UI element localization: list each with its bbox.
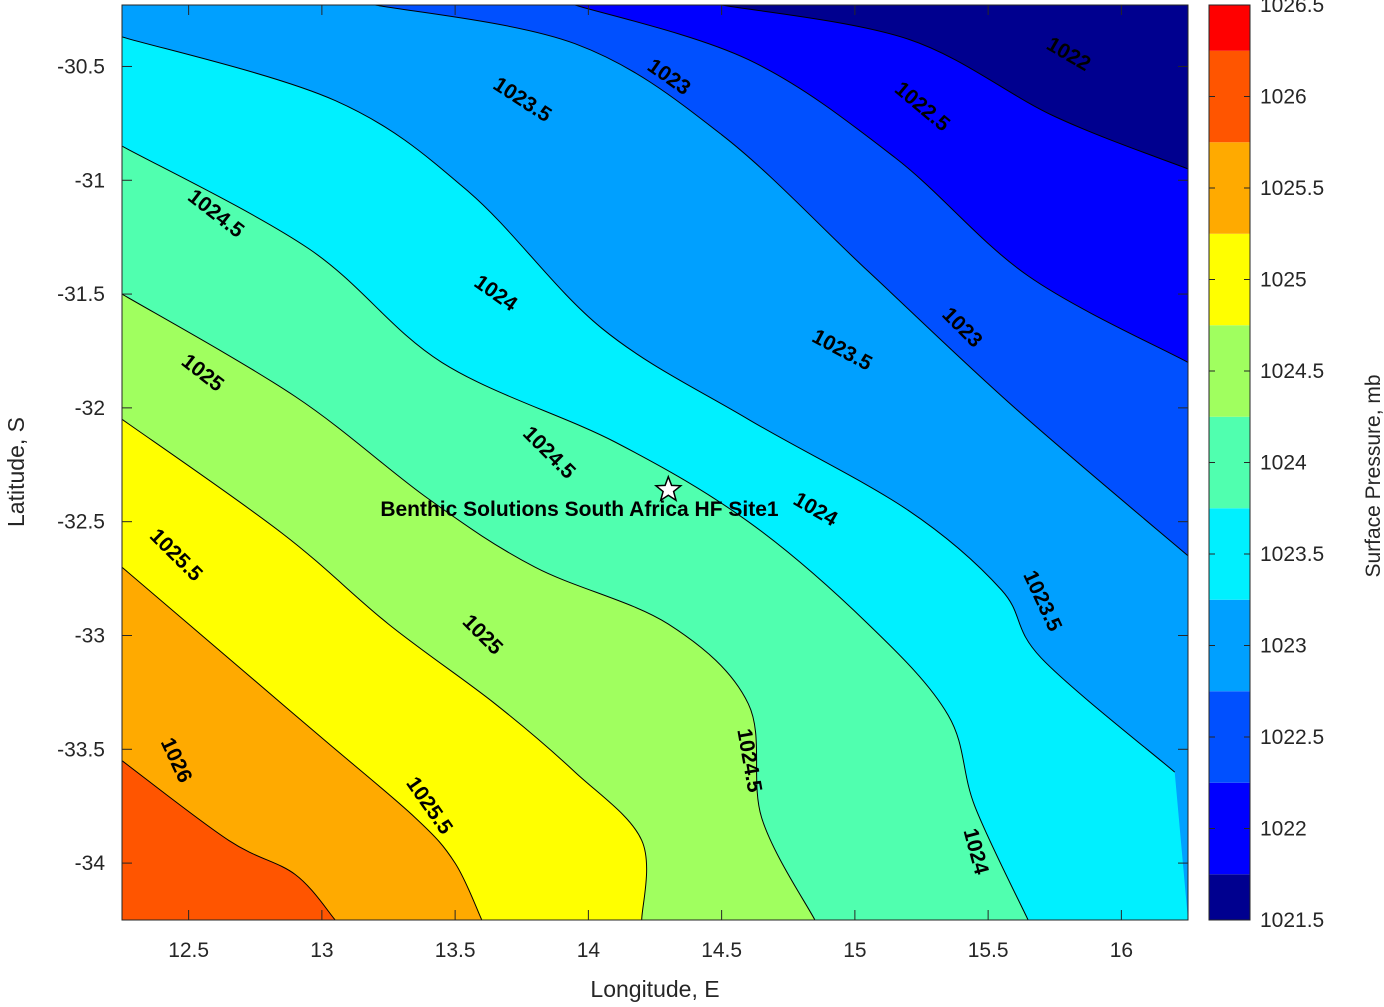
colorbar-tick-label: 1025 (1260, 269, 1307, 292)
x-axis-label: Longitude, E (590, 976, 719, 1002)
y-tick-label: -33 (75, 624, 105, 647)
colorbar-swatch (1209, 508, 1250, 600)
y-tick-label: -31.5 (57, 283, 105, 306)
colorbar-swatch (1209, 50, 1250, 143)
contour-line (122, 36, 1176, 773)
x-tick-label: 12.5 (168, 939, 209, 962)
colorbar-tick-label: 1022.5 (1260, 726, 1324, 749)
colorbar: 1021.5 1022 1022.5 1023 1023.5 1024 1024.5 1025… (1208, 0, 1324, 932)
x-axis-ticks: 12.5 13 13.5 14 14.5 15 15.5 16 (168, 5, 1133, 962)
colorbar-tick-label: 1024 (1260, 452, 1307, 475)
site-marker-group: Benthic Solutions South Africa HF Site1 (380, 474, 779, 521)
x-tick-label: 15.5 (968, 939, 1009, 962)
colorbar-tick-label: 1021.5 (1260, 909, 1324, 932)
colorbar-swatch (1209, 5, 1250, 51)
y-axis-ticks: -30.5 -31 -31.5 -32 -32.5 -33 -33.5 -34 (57, 55, 1188, 875)
site-star-icon (653, 474, 683, 503)
contour-line (122, 293, 816, 920)
y-tick-label: -32.5 (57, 511, 105, 534)
x-tick-label: 16 (1110, 939, 1133, 962)
y-tick-label: -32 (75, 397, 105, 420)
colorbar-swatch (1209, 599, 1250, 692)
colorbar-swatch (1209, 416, 1250, 509)
colorbar-swatch (1209, 325, 1250, 417)
site-label: Benthic Solutions South Africa HF Site1 (380, 498, 779, 521)
colorbar-swatch (1209, 233, 1250, 326)
y-tick-label: -31 (75, 169, 105, 192)
colorbar-tick-label: 1026 (1260, 86, 1307, 109)
x-tick-label: 14 (577, 939, 601, 962)
colorbar-tick-label: 1022 (1260, 818, 1307, 841)
colorbar-swatch (1209, 142, 1250, 234)
colorbar-swatch (1209, 691, 1250, 783)
colorbar-tick-label: 1023.5 (1260, 543, 1324, 566)
colorbar-swatch (1209, 874, 1250, 920)
y-tick-label: -34 (75, 852, 106, 875)
plot-area-frame (121, 4, 1189, 921)
contour-line (122, 145, 1029, 920)
y-axis-label: Latitude, S (3, 417, 29, 527)
contour-line (574, 5, 1188, 363)
contour-line (375, 5, 1188, 557)
colorbar-swatch (1209, 782, 1250, 875)
contour-line (122, 566, 483, 920)
x-tick-label: 14.5 (701, 939, 742, 962)
contour-line (122, 418, 648, 920)
y-tick-label: -30.5 (57, 55, 105, 78)
colorbar-label: Surface Pressure, mb (1362, 374, 1384, 577)
y-tick-label: -33.5 (57, 738, 105, 761)
colorbar-tick-label: 1026.5 (1260, 0, 1324, 17)
x-tick-label: 15 (843, 939, 866, 962)
contour-fills (122, 5, 1188, 920)
x-tick-label: 13.5 (435, 939, 476, 962)
colorbar-tick-label: 1024.5 (1260, 360, 1324, 383)
contour-line (122, 760, 336, 920)
x-tick-label: 13 (310, 939, 333, 962)
contour-lines (122, 5, 1188, 920)
colorbar-tick-label: 1023 (1260, 635, 1307, 658)
colorbar-tick-label: 1025.5 (1260, 177, 1324, 200)
contour-line (721, 5, 1188, 170)
